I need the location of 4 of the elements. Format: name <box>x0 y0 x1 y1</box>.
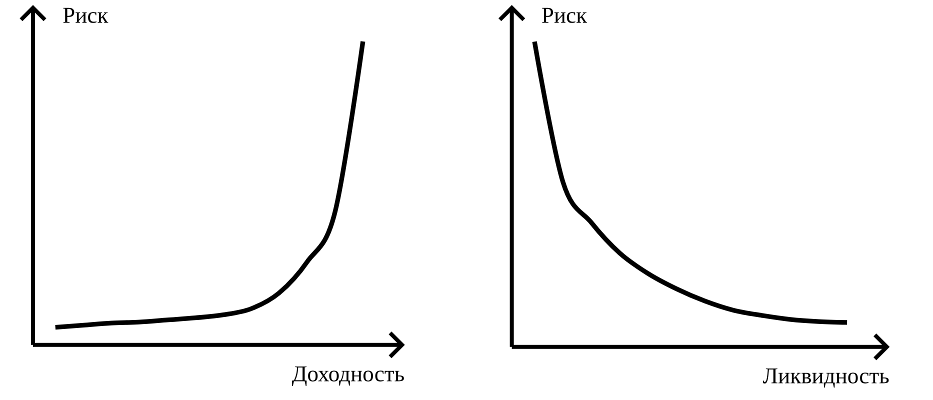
x-axis-title: Доходность <box>292 366 404 386</box>
y-axis-title: Риск <box>542 8 588 24</box>
y-axis-title: Риск <box>63 8 108 24</box>
x-axis-title: Ликвидность <box>762 368 889 388</box>
